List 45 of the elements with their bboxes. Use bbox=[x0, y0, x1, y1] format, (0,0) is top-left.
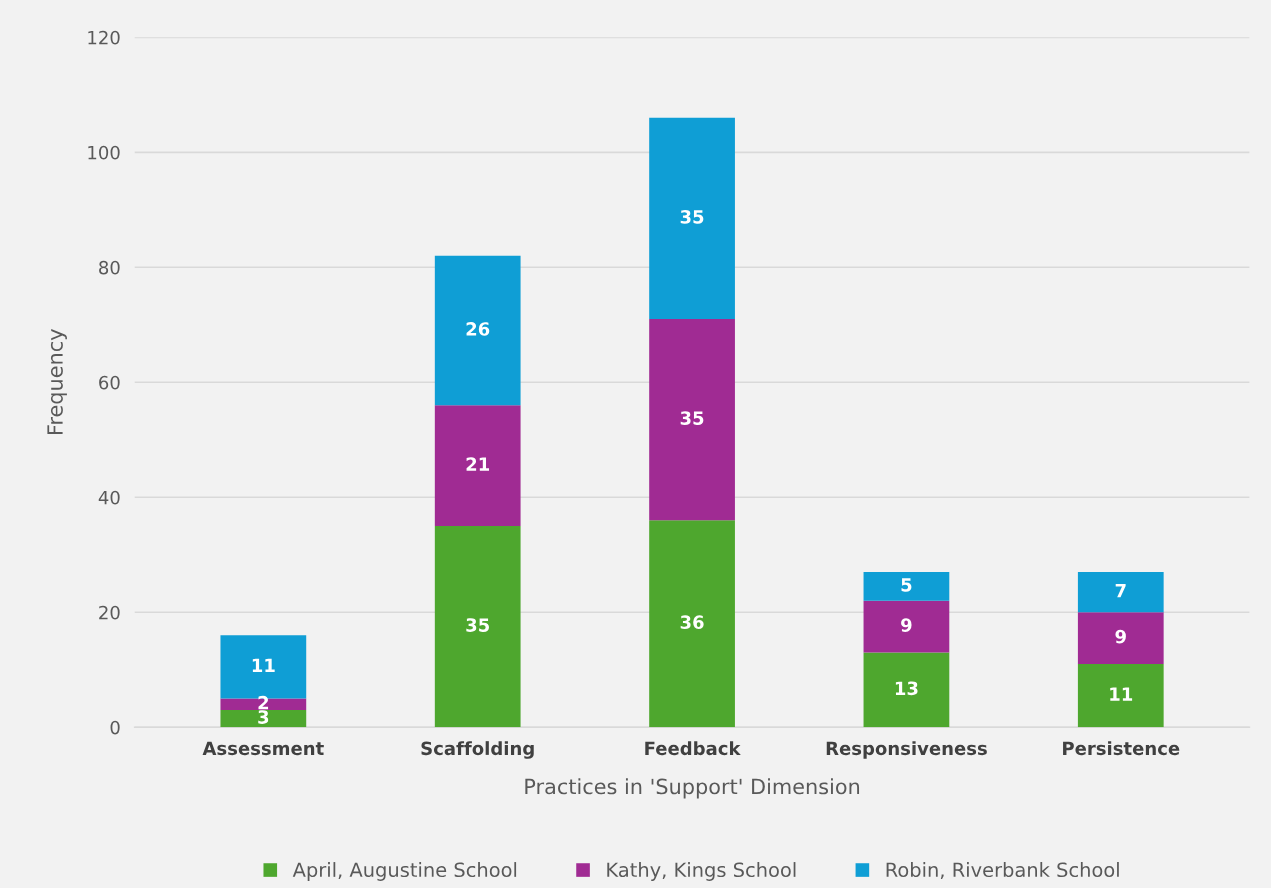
x-tick-label: Feedback bbox=[645, 741, 741, 756]
x-axis-title: Practices in 'Support' Dimension bbox=[525, 778, 860, 799]
data-label: 11 bbox=[1110, 687, 1133, 701]
x-tick-label: Persistence bbox=[1063, 741, 1180, 756]
data-label: 2 bbox=[258, 695, 269, 710]
bar bbox=[434, 255, 521, 406]
data-label: 5 bbox=[901, 578, 912, 592]
y-tick-label: 80 bbox=[99, 260, 120, 275]
bar bbox=[863, 572, 950, 601]
legend-label: April, Augustine School bbox=[292, 862, 517, 881]
data-label: 7 bbox=[1115, 583, 1126, 598]
bar bbox=[1077, 664, 1164, 728]
bar bbox=[863, 652, 950, 728]
data-label: 11 bbox=[252, 658, 275, 672]
y-tick-label: 100 bbox=[88, 145, 120, 160]
x-tick-label: Responsiveness bbox=[826, 741, 987, 759]
bar bbox=[649, 117, 735, 320]
bar bbox=[1077, 572, 1164, 613]
data-label: 21 bbox=[466, 457, 490, 471]
y-tick-label: 60 bbox=[99, 375, 120, 390]
data-label: 35 bbox=[466, 618, 489, 632]
legend-label: Kathy, Kings School bbox=[607, 862, 796, 881]
y-axis-title: Frequency bbox=[47, 329, 67, 435]
bar bbox=[434, 405, 521, 527]
bar bbox=[1077, 612, 1164, 665]
y-tick-label: 0 bbox=[110, 720, 120, 735]
data-label: 13 bbox=[895, 681, 918, 696]
data-label: 36 bbox=[680, 615, 704, 630]
legend-label: Robin, Riverbank School bbox=[886, 862, 1119, 880]
bar bbox=[863, 600, 950, 653]
data-label: 35 bbox=[680, 411, 704, 425]
bar bbox=[220, 710, 307, 728]
x-tick-label: Assessment bbox=[202, 741, 324, 756]
bar bbox=[649, 319, 735, 521]
data-label: 26 bbox=[466, 322, 490, 336]
x-tick-label: Scaffolding bbox=[421, 741, 534, 759]
data-label: 35 bbox=[680, 210, 704, 224]
y-tick-label: 120 bbox=[88, 30, 120, 45]
bar bbox=[649, 520, 735, 728]
bar bbox=[434, 526, 521, 728]
data-label: 9 bbox=[1115, 629, 1126, 644]
y-tick-label: 40 bbox=[98, 490, 120, 505]
data-label: 9 bbox=[901, 618, 912, 632]
data-label: 3 bbox=[258, 710, 269, 724]
y-tick-label: 20 bbox=[99, 605, 120, 620]
